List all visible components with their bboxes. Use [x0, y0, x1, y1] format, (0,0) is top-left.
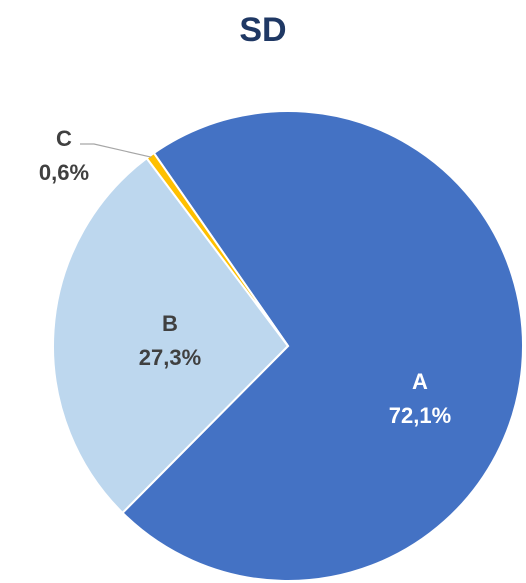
slice-value-label: 0,6% — [39, 160, 89, 185]
pie-slice — [52, 156, 290, 515]
slice-label: C — [56, 126, 72, 151]
pie-slice — [145, 151, 289, 347]
slice-value-label: 27,3% — [139, 345, 201, 370]
slice-value-label: 72,1% — [389, 403, 451, 428]
leader-line — [80, 143, 152, 158]
pie-slice — [121, 110, 524, 582]
slice-label: A — [412, 369, 428, 394]
slice-label: B — [162, 311, 178, 336]
chart-title: SD — [239, 11, 286, 49]
